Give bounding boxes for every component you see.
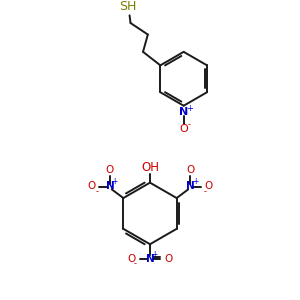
Text: O: O xyxy=(128,254,136,264)
Text: O: O xyxy=(179,124,188,134)
Text: O: O xyxy=(164,254,172,264)
Text: +: + xyxy=(152,250,158,259)
Text: -: - xyxy=(188,121,191,130)
Text: +: + xyxy=(186,104,193,113)
Text: +: + xyxy=(112,177,118,186)
Text: -: - xyxy=(204,187,207,196)
Text: OH: OH xyxy=(141,161,159,174)
Text: -: - xyxy=(96,187,99,196)
Text: -: - xyxy=(134,259,137,268)
Text: SH: SH xyxy=(119,0,136,14)
Text: N: N xyxy=(179,107,188,117)
Text: N: N xyxy=(106,181,114,190)
Text: O: O xyxy=(88,181,96,190)
Text: N: N xyxy=(146,254,154,264)
Text: N: N xyxy=(186,181,194,190)
Text: +: + xyxy=(192,177,198,186)
Text: O: O xyxy=(106,165,114,175)
Text: O: O xyxy=(186,165,194,175)
Text: O: O xyxy=(204,181,212,190)
